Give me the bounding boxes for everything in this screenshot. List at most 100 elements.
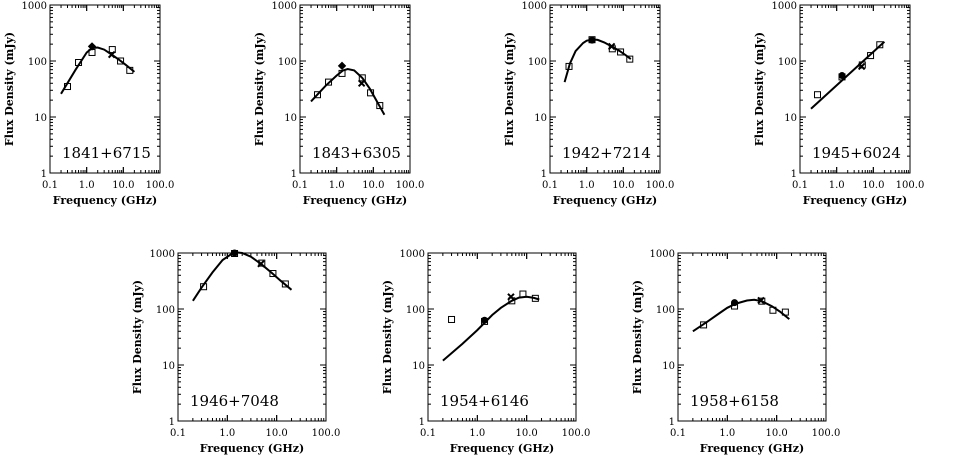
data-point-cross [857,62,866,71]
y-tick-label: 100 [656,305,675,316]
y-tick-label: 1 [541,169,547,180]
plot-frame [799,4,911,174]
y-tick-label: 1 [41,169,47,180]
y-tick-label: 100 [406,305,425,316]
x-tick-label: 0.1 [792,180,808,191]
y-tick-label: 10 [784,113,797,124]
data-point-square [448,315,456,323]
x-tick-label: 100.0 [312,428,341,439]
x-tick-label: 0.1 [42,180,58,191]
plot-frame [177,252,327,422]
data-point-circle [231,249,239,257]
data-point-square [325,78,333,86]
data-point-diamond [87,42,97,51]
panel-1942+7214: 0.1 1.0 10.0 100.0 1 10 100 1000 Frequency (GHz)… [503,1,674,207]
data-point-square [617,48,625,56]
plot-frame [427,252,577,422]
data-point-square [867,52,875,60]
x-tick-label: 100.0 [896,180,925,191]
y-axis-label: Flux Density (mJy) [753,32,766,146]
x-tick-label: 1.0 [79,180,95,191]
data-point-square [358,74,366,82]
x-axis-label: Frequency (GHz) [53,194,157,207]
x-tick-label: 1.0 [219,428,235,439]
data-point-square [876,41,884,49]
y-tick-label: 1000 [272,1,297,12]
data-point-circle [731,299,739,307]
y-axis-label: Flux Density (mJy) [131,280,144,394]
data-point-square [63,83,71,91]
fit-curve [442,295,540,362]
x-axis-label: Frequency (GHz) [303,194,407,207]
y-axis-label: Flux Density (mJy) [253,32,266,146]
source-label: 1841+6715 [62,144,151,162]
data-point-cross [757,296,765,305]
y-tick-label: 1000 [22,1,47,12]
data-point-square [769,306,777,314]
plot-frame [677,252,827,422]
data-point-cross [107,50,116,59]
y-tick-label: 1 [169,417,175,428]
source-label: 1946+7048 [190,392,279,410]
plot-frame [299,4,411,174]
data-point-square [200,283,208,291]
data-point-square [700,321,708,329]
y-tick-label: 1 [291,169,297,180]
x-axis-label: Frequency (GHz) [200,442,304,455]
x-tick-label: 10.0 [516,428,538,439]
y-axis-label: Flux Density (mJy) [3,32,16,146]
panel-1843+6305: 0.1 1.0 10.0 100.0 1 10 100 1000 Frequency (GHz)… [253,1,424,207]
y-tick-label: 10 [284,113,297,124]
y-axis-label: Flux Density (mJy) [503,32,516,146]
source-label: 1945+6024 [812,144,901,162]
x-tick-label: 10.0 [362,180,384,191]
data-point-square [781,308,789,316]
data-point-cross [507,293,515,301]
data-point-circle [481,316,489,324]
panel-1958+6158: 0.1 1.0 10.0 100.0 1 10 100 1000 Frequency (GHz)… [631,249,840,455]
x-tick-label: 1.0 [329,180,345,191]
data-point-square [126,66,134,74]
y-tick-label: 1000 [650,249,675,260]
x-tick-label: 0.1 [542,180,558,191]
fit-curve [60,46,136,95]
x-tick-label: 0.1 [420,428,436,439]
x-tick-label: 100.0 [562,428,591,439]
plot-frame [49,4,161,174]
y-tick-label: 100 [156,305,175,316]
y-tick-label: 1 [419,417,425,428]
panel-1841+6715: 0.1 1.0 10.0 100.0 1 10 100 1000 Frequency (GHz)… [3,1,174,207]
data-point-square [376,102,384,110]
data-point-square [269,270,277,278]
data-point-square [626,55,634,63]
y-tick-label: 100 [778,57,797,68]
x-tick-label: 1.0 [829,180,845,191]
data-point-square [813,91,821,99]
y-tick-label: 100 [528,57,547,68]
fit-curve [810,41,886,110]
data-point-square [367,89,375,97]
data-point-square [117,57,125,65]
data-point-square [531,294,539,302]
fit-curve [692,298,790,333]
x-tick-label: 0.1 [170,428,186,439]
fit-curve [192,251,293,302]
y-tick-label: 10 [662,361,675,372]
data-point-diamond [337,61,347,71]
x-tick-label: 100.0 [146,180,175,191]
x-tick-label: 0.1 [670,428,686,439]
y-axis-label: Flux Density (mJy) [631,280,644,394]
x-axis-label: Frequency (GHz) [450,442,554,455]
data-point-circle [838,72,846,80]
panel-1946+7048: 0.1 1.0 10.0 100.0 1 10 100 1000 Frequency (GHz)… [131,249,340,455]
source-label: 1958+6158 [690,392,779,410]
data-point-cross [257,260,265,268]
y-tick-label: 100 [278,57,297,68]
x-tick-label: 100.0 [646,180,675,191]
x-tick-label: 10.0 [112,180,134,191]
y-tick-label: 1 [669,417,675,428]
y-tick-label: 10 [162,361,175,372]
data-point-square [565,62,573,70]
x-tick-label: 1.0 [579,180,595,191]
